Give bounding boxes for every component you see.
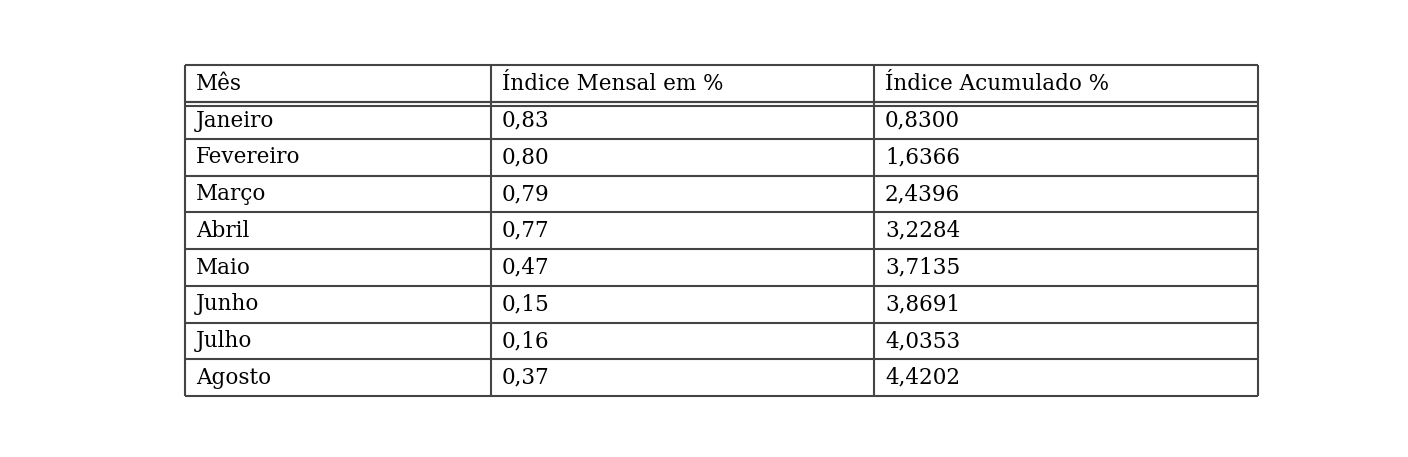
Text: 4,4202: 4,4202 [886,367,960,389]
Text: Junho: Junho [196,293,259,315]
Text: 3,2284: 3,2284 [886,220,960,242]
Text: 3,8691: 3,8691 [886,293,960,315]
Text: 2,4396: 2,4396 [886,183,960,205]
Text: Maio: Maio [196,256,251,278]
Text: Março: Março [196,183,266,205]
Text: 4,0353: 4,0353 [886,330,960,352]
Text: 0,16: 0,16 [501,330,549,352]
Text: Fevereiro: Fevereiro [196,146,300,168]
Text: Índice Mensal em %: Índice Mensal em % [501,73,724,95]
Text: Julho: Julho [196,330,252,352]
Text: Mês: Mês [196,73,242,95]
Text: 0,47: 0,47 [501,256,549,278]
Text: 0,79: 0,79 [501,183,549,205]
Text: 0,77: 0,77 [501,220,549,242]
Text: 0,15: 0,15 [501,293,549,315]
Text: 0,37: 0,37 [501,367,549,389]
Text: Índice Acumulado %: Índice Acumulado % [886,73,1110,95]
Text: 0,8300: 0,8300 [886,110,960,132]
Text: 1,6366: 1,6366 [886,146,960,168]
Text: Agosto: Agosto [196,367,270,389]
Text: 3,7135: 3,7135 [886,256,960,278]
Text: Janeiro: Janeiro [196,110,275,132]
Text: Abril: Abril [196,220,249,242]
Text: 0,83: 0,83 [501,110,549,132]
Text: 0,80: 0,80 [501,146,549,168]
